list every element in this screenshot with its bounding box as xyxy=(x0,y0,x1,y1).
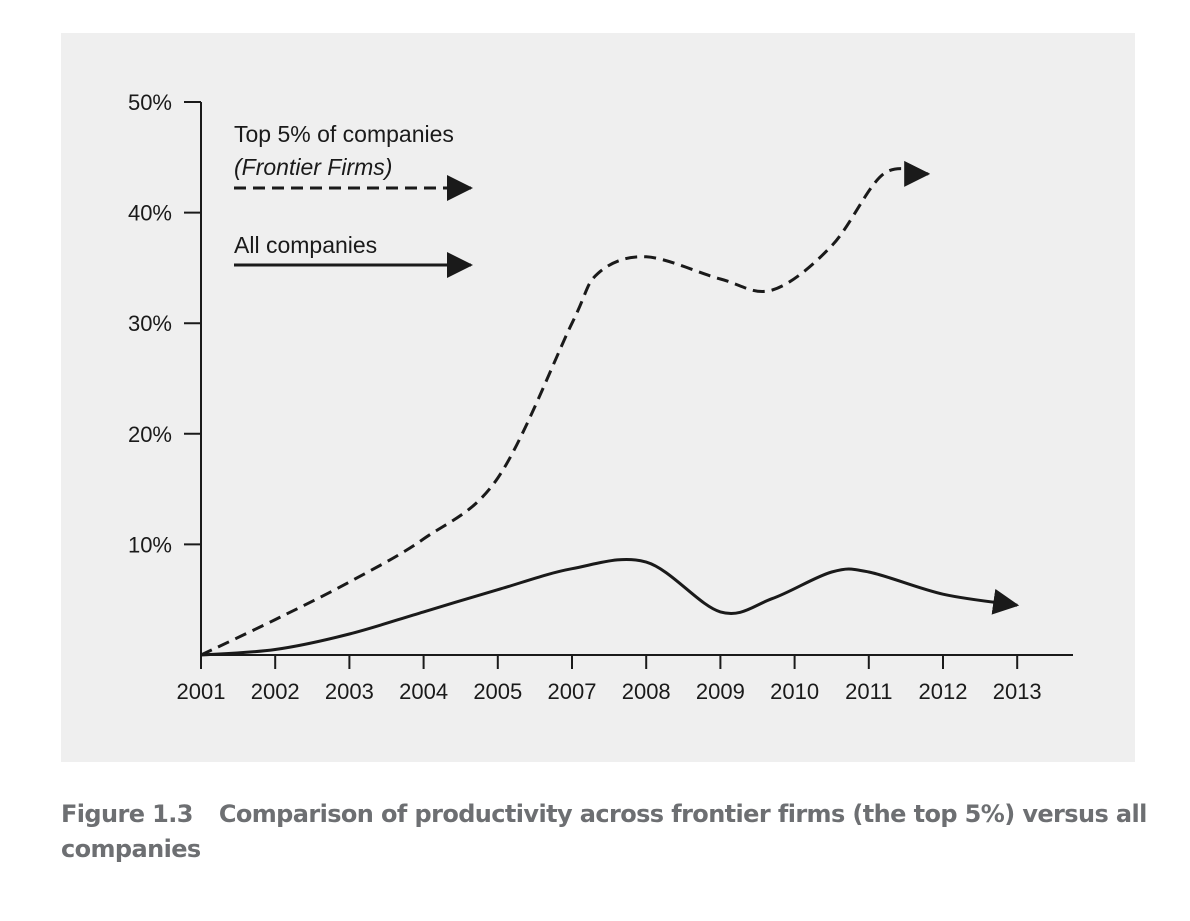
x-tick-label: 2013 xyxy=(993,679,1042,704)
figure-caption: Figure 1.3 Comparison of productivity acr… xyxy=(61,797,1151,867)
x-tick-label: 2001 xyxy=(177,679,226,704)
caption-text: Comparison of productivity across fronti… xyxy=(61,800,1147,863)
caption-label: Figure 1.3 xyxy=(61,800,193,828)
y-tick-label: 20% xyxy=(128,422,172,447)
x-tick-label: 2005 xyxy=(473,679,522,704)
x-tick-label: 2009 xyxy=(696,679,745,704)
series-line-all-companies xyxy=(200,557,1020,657)
y-tick-label: 10% xyxy=(128,532,172,557)
y-tick-label: 50% xyxy=(128,90,172,115)
legend-label-top5: Top 5% of companies xyxy=(234,121,454,147)
x-tick-label: 2008 xyxy=(622,679,671,704)
legend: Top 5% of companies (Frontier Firms) All… xyxy=(234,121,473,278)
y-tick-label: 30% xyxy=(128,311,172,336)
x-tick-label: 2002 xyxy=(251,679,300,704)
chart-panel: 50% 40% 30% 20% 10% 2001 2002 2003 2004 2005 2007 2… xyxy=(61,33,1135,762)
x-tick-label: 2010 xyxy=(770,679,819,704)
x-tick-label: 2007 xyxy=(548,679,597,704)
x-tick-label: 2003 xyxy=(325,679,374,704)
legend-label-all: All companies xyxy=(234,232,377,258)
y-tick-label: 40% xyxy=(128,201,172,226)
axes: 50% 40% 30% 20% 10% 2001 2002 2003 2004 2005 2007 2… xyxy=(128,90,1073,704)
legend-sublabel-frontier: (Frontier Firms) xyxy=(234,154,392,180)
x-tick-label: 2012 xyxy=(919,679,968,704)
series-line-top5-frontier xyxy=(200,160,931,657)
x-tick-label: 2004 xyxy=(399,679,448,704)
x-tick-label: 2011 xyxy=(845,679,892,704)
series-layer xyxy=(200,160,1020,657)
line-chart: 50% 40% 30% 20% 10% 2001 2002 2003 2004 2005 2007 2… xyxy=(128,90,1073,704)
